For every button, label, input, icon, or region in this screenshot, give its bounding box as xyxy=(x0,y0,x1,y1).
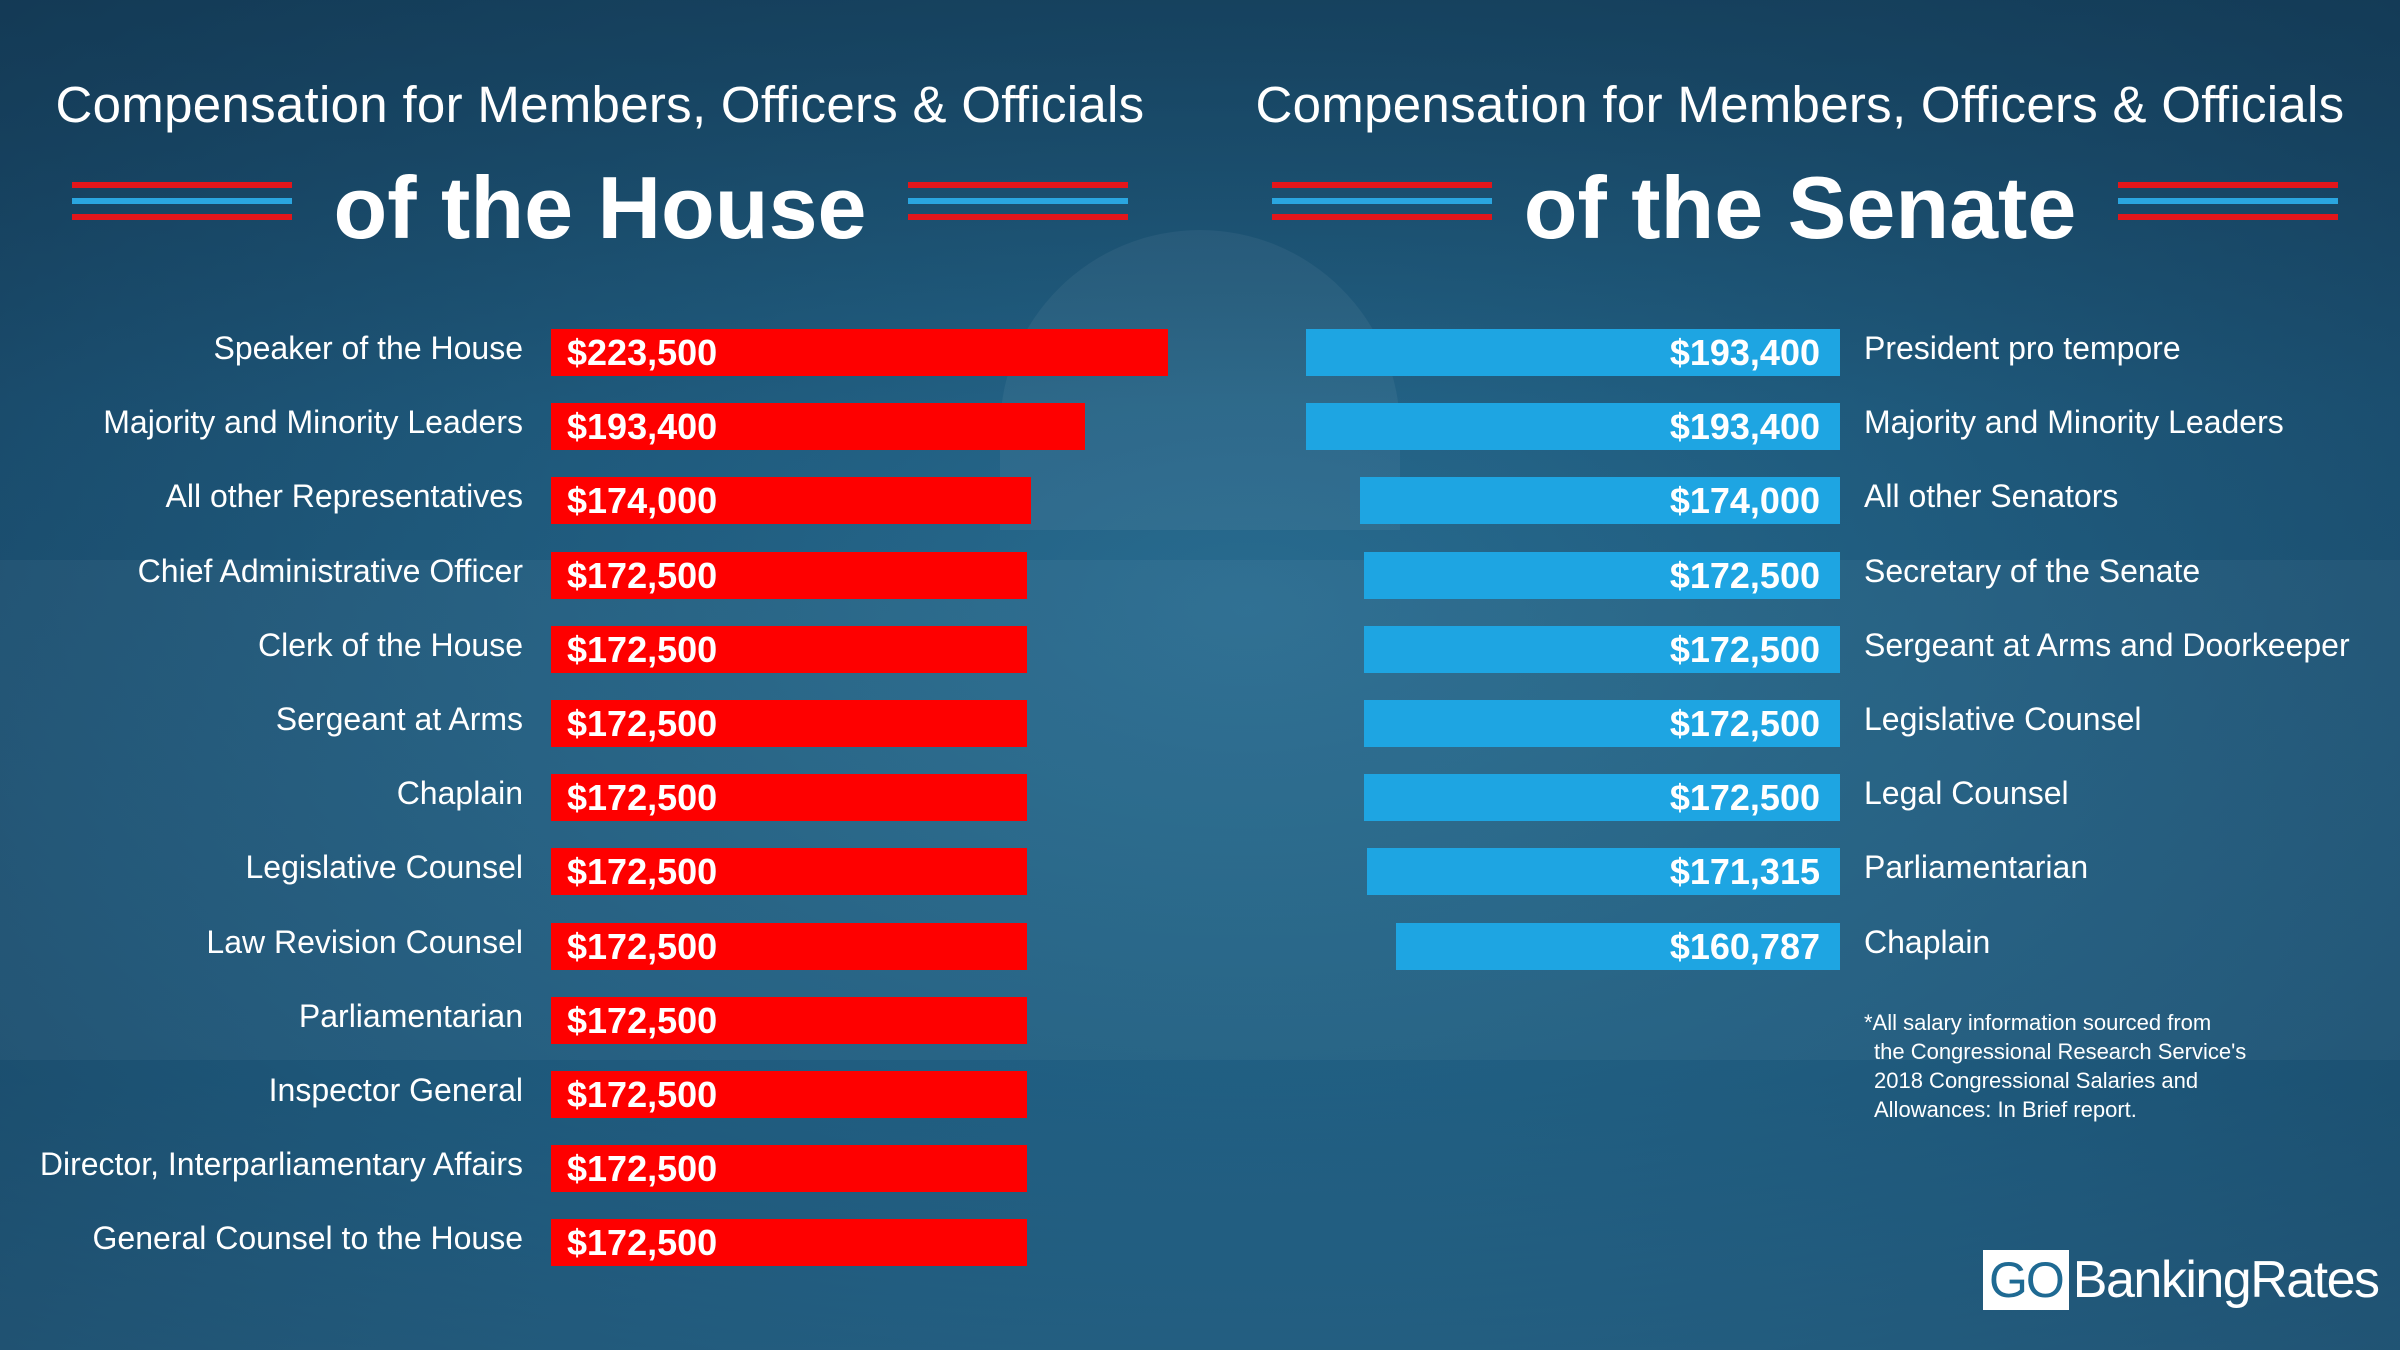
senate-category-label: Legal Counsel xyxy=(1864,775,2069,812)
house-bar: $172,500 xyxy=(551,922,1028,970)
house-category-label: Parliamentarian xyxy=(298,997,523,1034)
capitol-building-silhouette xyxy=(0,560,2400,1060)
senate-bar: $171,315 xyxy=(1367,848,1840,896)
house-bar: $172,500 xyxy=(551,1145,1028,1193)
senate-bar: $172,500 xyxy=(1363,774,1840,822)
house-bar: $172,500 xyxy=(551,625,1028,673)
house-category-label: Legislative Counsel xyxy=(245,849,524,886)
senate-category-label: Chaplain xyxy=(1864,923,1991,960)
source-footnote: *All salary information sourced from the… xyxy=(1864,1008,2246,1124)
house-category-label: Chief Administrative Officer xyxy=(137,552,523,589)
stripes-decoration xyxy=(1272,182,1492,222)
senate-bar: $172,500 xyxy=(1363,700,1840,747)
capitol-dome-silhouette xyxy=(1000,230,1400,530)
house-bar: $193,400 xyxy=(551,403,1085,451)
gobankingrates-logo: GO BankingRates xyxy=(1983,1250,2380,1310)
senate-subtitle: Compensation for Members, Officers & Off… xyxy=(1255,76,2345,133)
house-bar: $172,500 xyxy=(551,996,1028,1044)
stripes-decoration xyxy=(908,182,1128,222)
house-bar: $172,500 xyxy=(551,700,1028,747)
senate-category-label: Parliamentarian xyxy=(1864,849,2089,886)
logo-go: GO xyxy=(1983,1250,2069,1310)
house-category-label: Sergeant at Arms xyxy=(275,701,523,737)
senate-category-label: President pro tempore xyxy=(1864,330,2181,366)
house-bar: $172,500 xyxy=(551,848,1028,896)
senate-category-label: Sergeant at Arms and Doorkeeper xyxy=(1864,626,2350,663)
senate-bar: $193,400 xyxy=(1306,329,1840,376)
senate-header: Compensation for Members, Officers & Off… xyxy=(1250,70,2350,268)
house-bar: $172,500 xyxy=(551,1219,1028,1267)
house-category-label: Majority and Minority Leaders xyxy=(103,404,523,441)
house-category-label: Inspector General xyxy=(268,1072,523,1108)
house-category-label: Clerk of the House xyxy=(257,626,523,663)
logo-bankingrates: BankingRates xyxy=(2072,1251,2380,1309)
house-category-label: Director, Interparliamentary Affairs xyxy=(39,1146,523,1183)
house-bar: $172,500 xyxy=(551,551,1028,599)
house-category-label: Chaplain xyxy=(396,775,523,812)
house-bar: $172,500 xyxy=(551,1071,1028,1118)
house-category-label: General Counsel to the House xyxy=(92,1220,523,1257)
house-bar: $174,000 xyxy=(551,477,1032,525)
senate-bar: $172,500 xyxy=(1363,625,1840,673)
senate-category-label: All other Senators xyxy=(1864,478,2119,515)
footnote-line: *All salary information sourced from xyxy=(1864,1010,2212,1035)
senate-category-label: Legislative Counsel xyxy=(1864,701,2142,737)
house-header: Compensation for Members, Officers & Off… xyxy=(50,70,1150,268)
house-category-label: Law Revision Counsel xyxy=(206,923,523,960)
house-title: of the House xyxy=(333,158,867,257)
senate-bar: $174,000 xyxy=(1359,477,1840,525)
senate-category-label: Secretary of the Senate xyxy=(1864,552,2201,589)
stripes-decoration xyxy=(72,182,292,222)
house-bar: $223,500 xyxy=(551,329,1168,376)
house-category-label: All other Representatives xyxy=(165,478,523,515)
house-bar: $172,500 xyxy=(551,774,1028,822)
senate-bar: $193,400 xyxy=(1306,403,1840,451)
house-category-label: Speaker of the House xyxy=(213,330,523,366)
senate-category-label: Majority and Minority Leaders xyxy=(1864,404,2284,441)
house-subtitle: Compensation for Members, Officers & Off… xyxy=(55,76,1145,133)
footnote-line: Allowances: In Brief report. xyxy=(1874,1097,2137,1122)
footnote-line: 2018 Congressional Salaries and xyxy=(1874,1068,2199,1093)
footnote-line: the Congressional Research Service's xyxy=(1874,1039,2247,1064)
stripes-decoration xyxy=(2118,182,2338,222)
senate-title: of the Senate xyxy=(1523,158,2077,257)
senate-bar: $172,500 xyxy=(1363,551,1840,599)
senate-bar: $160,787 xyxy=(1396,922,1840,970)
